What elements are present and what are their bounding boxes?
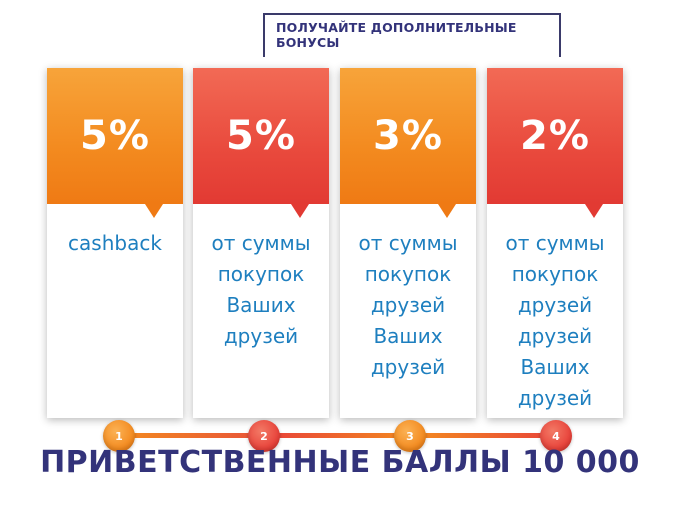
card-percent: 3% <box>373 113 443 159</box>
card-pointer <box>145 204 163 218</box>
bonus-bracket <box>263 13 561 57</box>
step-marker-3: 3 <box>394 420 426 452</box>
card-pointer <box>291 204 309 218</box>
card-description: cashback <box>47 228 183 259</box>
card-pointer <box>585 204 603 218</box>
progress-segment <box>120 433 265 438</box>
step-number: 4 <box>552 429 560 443</box>
step-marker-1: 1 <box>103 420 135 452</box>
card-percent: 2% <box>520 113 590 159</box>
step-marker-2: 2 <box>248 420 280 452</box>
progress-segment <box>265 433 415 438</box>
progress-track <box>120 433 560 438</box>
card-desc-line: Ваших <box>373 324 443 348</box>
card-desc-line: друзей <box>517 386 593 410</box>
card-desc-line: от суммы <box>358 231 458 255</box>
bonus-label-line1: ПОЛУЧАЙТЕ ДОПОЛНИТЕЛЬНЫЕ <box>276 20 517 35</box>
step-number: 3 <box>406 429 414 443</box>
card-desc-line: от суммы <box>211 231 311 255</box>
step-number: 1 <box>115 429 123 443</box>
card-description: от суммы покупок друзей Ваших друзей <box>340 228 476 383</box>
card-level-4: 2% от суммы покупок друзей друзей Ваших … <box>487 68 623 418</box>
card-percent: 5% <box>226 113 296 159</box>
bonus-label: ПОЛУЧАЙТЕ ДОПОЛНИТЕЛЬНЫЕ БОНУСЫ <box>276 20 556 50</box>
card-desc-line: Ваших <box>226 293 296 317</box>
card-level-1: 5% cashback <box>47 68 183 418</box>
card-description: от суммы покупок друзей друзей Ваших дру… <box>487 228 623 414</box>
card-desc-line: друзей <box>517 324 593 348</box>
card-desc-line: друзей <box>370 355 446 379</box>
welcome-points-title: ПРИВЕТСТВЕННЫЕ БАЛЛЫ 10 000 <box>40 445 640 480</box>
card-header: 2% <box>487 68 623 204</box>
step-marker-4: 4 <box>540 420 572 452</box>
card-desc-line: покупок <box>511 262 599 286</box>
card-level-2: 5% от суммы покупок Ваших друзей <box>193 68 329 418</box>
card-header: 5% <box>47 68 183 204</box>
card-pointer <box>438 204 456 218</box>
card-level-3: 3% от суммы покупок друзей Ваших друзей <box>340 68 476 418</box>
step-number: 2 <box>260 429 268 443</box>
card-desc-line: от суммы <box>505 231 605 255</box>
card-desc-line: cashback <box>68 231 162 255</box>
card-desc-line: покупок <box>364 262 452 286</box>
card-desc-line: друзей <box>370 293 446 317</box>
card-desc-line: друзей <box>223 324 299 348</box>
card-header: 5% <box>193 68 329 204</box>
card-header: 3% <box>340 68 476 204</box>
card-desc-line: Ваших <box>520 355 590 379</box>
card-desc-line: покупок <box>217 262 305 286</box>
bonus-label-line2: БОНУСЫ <box>276 35 340 50</box>
progress-segment <box>415 433 560 438</box>
card-percent: 5% <box>80 113 150 159</box>
card-desc-line: друзей <box>517 293 593 317</box>
card-description: от суммы покупок Ваших друзей <box>193 228 329 352</box>
